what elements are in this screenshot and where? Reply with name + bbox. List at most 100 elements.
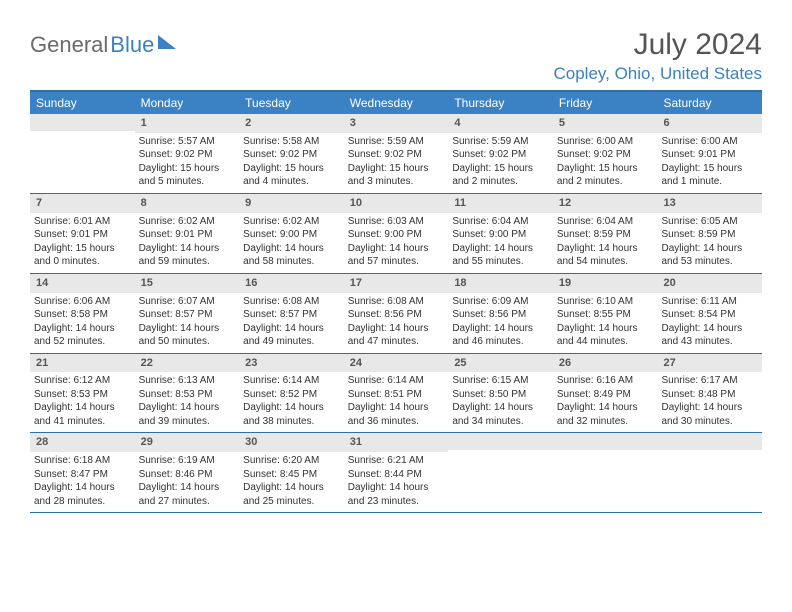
day-body: Sunrise: 6:00 AMSunset: 9:02 PMDaylight:… [553, 133, 658, 193]
day-number: 28 [30, 433, 135, 452]
week-row: 14Sunrise: 6:06 AMSunset: 8:58 PMDayligh… [30, 274, 762, 354]
day-sr: Sunrise: 6:08 AM [243, 295, 340, 309]
week-row: 1Sunrise: 5:57 AMSunset: 9:02 PMDaylight… [30, 114, 762, 194]
day-cell: 26Sunrise: 6:16 AMSunset: 8:49 PMDayligh… [553, 354, 658, 433]
day-dl: Daylight: 14 hours and 23 minutes. [348, 481, 445, 508]
day-dl: Daylight: 14 hours and 53 minutes. [661, 242, 758, 269]
day-dl: Daylight: 14 hours and 52 minutes. [34, 322, 131, 349]
day-number: 26 [553, 354, 658, 373]
day-number: 27 [657, 354, 762, 373]
day-ss: Sunset: 9:01 PM [661, 148, 758, 162]
day-sr: Sunrise: 5:59 AM [348, 135, 445, 149]
day-cell [448, 433, 553, 512]
day-body: Sunrise: 6:16 AMSunset: 8:49 PMDaylight:… [553, 372, 658, 432]
day-cell: 7Sunrise: 6:01 AMSunset: 9:01 PMDaylight… [30, 194, 135, 273]
week-row: 21Sunrise: 6:12 AMSunset: 8:53 PMDayligh… [30, 354, 762, 434]
day-number: 30 [239, 433, 344, 452]
day-ss: Sunset: 8:53 PM [139, 388, 236, 402]
day-dl: Daylight: 14 hours and 36 minutes. [348, 401, 445, 428]
day-cell: 27Sunrise: 6:17 AMSunset: 8:48 PMDayligh… [657, 354, 762, 433]
day-sr: Sunrise: 6:15 AM [452, 374, 549, 388]
day-sr: Sunrise: 6:17 AM [661, 374, 758, 388]
day-number: 15 [135, 274, 240, 293]
weekday-header-row: Sunday Monday Tuesday Wednesday Thursday… [30, 92, 762, 114]
day-ss: Sunset: 8:59 PM [557, 228, 654, 242]
day-dl: Daylight: 14 hours and 43 minutes. [661, 322, 758, 349]
day-sr: Sunrise: 6:00 AM [557, 135, 654, 149]
day-ss: Sunset: 8:46 PM [139, 468, 236, 482]
day-sr: Sunrise: 6:13 AM [139, 374, 236, 388]
day-ss: Sunset: 9:00 PM [452, 228, 549, 242]
week-row: 28Sunrise: 6:18 AMSunset: 8:47 PMDayligh… [30, 433, 762, 513]
day-number: 20 [657, 274, 762, 293]
day-dl: Daylight: 14 hours and 30 minutes. [661, 401, 758, 428]
day-ss: Sunset: 8:59 PM [661, 228, 758, 242]
day-cell: 3Sunrise: 5:59 AMSunset: 9:02 PMDaylight… [344, 114, 449, 193]
day-dl: Daylight: 14 hours and 46 minutes. [452, 322, 549, 349]
day-ss: Sunset: 8:45 PM [243, 468, 340, 482]
day-sr: Sunrise: 6:14 AM [243, 374, 340, 388]
day-number [657, 433, 762, 450]
day-sr: Sunrise: 6:04 AM [452, 215, 549, 229]
day-number: 31 [344, 433, 449, 452]
day-ss: Sunset: 8:47 PM [34, 468, 131, 482]
day-dl: Daylight: 14 hours and 57 minutes. [348, 242, 445, 269]
day-body: Sunrise: 6:14 AMSunset: 8:51 PMDaylight:… [344, 372, 449, 432]
day-cell [657, 433, 762, 512]
day-ss: Sunset: 9:01 PM [34, 228, 131, 242]
day-number: 17 [344, 274, 449, 293]
day-number: 10 [344, 194, 449, 213]
day-body: Sunrise: 6:20 AMSunset: 8:45 PMDaylight:… [239, 452, 344, 512]
day-cell: 19Sunrise: 6:10 AMSunset: 8:55 PMDayligh… [553, 274, 658, 353]
day-number: 29 [135, 433, 240, 452]
day-ss: Sunset: 8:58 PM [34, 308, 131, 322]
logo-text-1: General [30, 32, 108, 58]
day-body: Sunrise: 6:05 AMSunset: 8:59 PMDaylight:… [657, 213, 762, 273]
day-dl: Daylight: 15 hours and 3 minutes. [348, 162, 445, 189]
day-cell: 17Sunrise: 6:08 AMSunset: 8:56 PMDayligh… [344, 274, 449, 353]
day-cell: 14Sunrise: 6:06 AMSunset: 8:58 PMDayligh… [30, 274, 135, 353]
day-cell [553, 433, 658, 512]
location-text: Copley, Ohio, United States [553, 64, 762, 84]
day-sr: Sunrise: 6:21 AM [348, 454, 445, 468]
day-body: Sunrise: 6:13 AMSunset: 8:53 PMDaylight:… [135, 372, 240, 432]
day-dl: Daylight: 15 hours and 5 minutes. [139, 162, 236, 189]
day-number: 11 [448, 194, 553, 213]
day-sr: Sunrise: 5:58 AM [243, 135, 340, 149]
day-ss: Sunset: 8:57 PM [243, 308, 340, 322]
day-body: Sunrise: 6:17 AMSunset: 8:48 PMDaylight:… [657, 372, 762, 432]
day-number: 6 [657, 114, 762, 133]
day-dl: Daylight: 14 hours and 41 minutes. [34, 401, 131, 428]
day-number: 9 [239, 194, 344, 213]
day-cell: 8Sunrise: 6:02 AMSunset: 9:01 PMDaylight… [135, 194, 240, 273]
day-body: Sunrise: 6:19 AMSunset: 8:46 PMDaylight:… [135, 452, 240, 512]
day-dl: Daylight: 15 hours and 2 minutes. [557, 162, 654, 189]
day-ss: Sunset: 9:02 PM [348, 148, 445, 162]
day-ss: Sunset: 8:48 PM [661, 388, 758, 402]
day-sr: Sunrise: 6:02 AM [139, 215, 236, 229]
logo: GeneralBlue [30, 28, 176, 58]
day-ss: Sunset: 9:00 PM [243, 228, 340, 242]
day-number: 14 [30, 274, 135, 293]
weeks-container: 1Sunrise: 5:57 AMSunset: 9:02 PMDaylight… [30, 114, 762, 513]
header: GeneralBlue July 2024 Copley, Ohio, Unit… [30, 28, 762, 84]
day-cell: 10Sunrise: 6:03 AMSunset: 9:00 PMDayligh… [344, 194, 449, 273]
day-sr: Sunrise: 6:04 AM [557, 215, 654, 229]
day-cell: 1Sunrise: 5:57 AMSunset: 9:02 PMDaylight… [135, 114, 240, 193]
day-dl: Daylight: 14 hours and 44 minutes. [557, 322, 654, 349]
day-ss: Sunset: 8:53 PM [34, 388, 131, 402]
day-ss: Sunset: 8:52 PM [243, 388, 340, 402]
day-sr: Sunrise: 6:00 AM [661, 135, 758, 149]
day-dl: Daylight: 15 hours and 1 minute. [661, 162, 758, 189]
day-cell: 13Sunrise: 6:05 AMSunset: 8:59 PMDayligh… [657, 194, 762, 273]
day-number: 16 [239, 274, 344, 293]
day-cell: 21Sunrise: 6:12 AMSunset: 8:53 PMDayligh… [30, 354, 135, 433]
day-sr: Sunrise: 6:19 AM [139, 454, 236, 468]
day-body: Sunrise: 5:59 AMSunset: 9:02 PMDaylight:… [448, 133, 553, 193]
day-body: Sunrise: 6:01 AMSunset: 9:01 PMDaylight:… [30, 213, 135, 273]
day-number: 22 [135, 354, 240, 373]
day-number: 18 [448, 274, 553, 293]
day-body: Sunrise: 5:59 AMSunset: 9:02 PMDaylight:… [344, 133, 449, 193]
day-cell: 24Sunrise: 6:14 AMSunset: 8:51 PMDayligh… [344, 354, 449, 433]
day-dl: Daylight: 15 hours and 4 minutes. [243, 162, 340, 189]
